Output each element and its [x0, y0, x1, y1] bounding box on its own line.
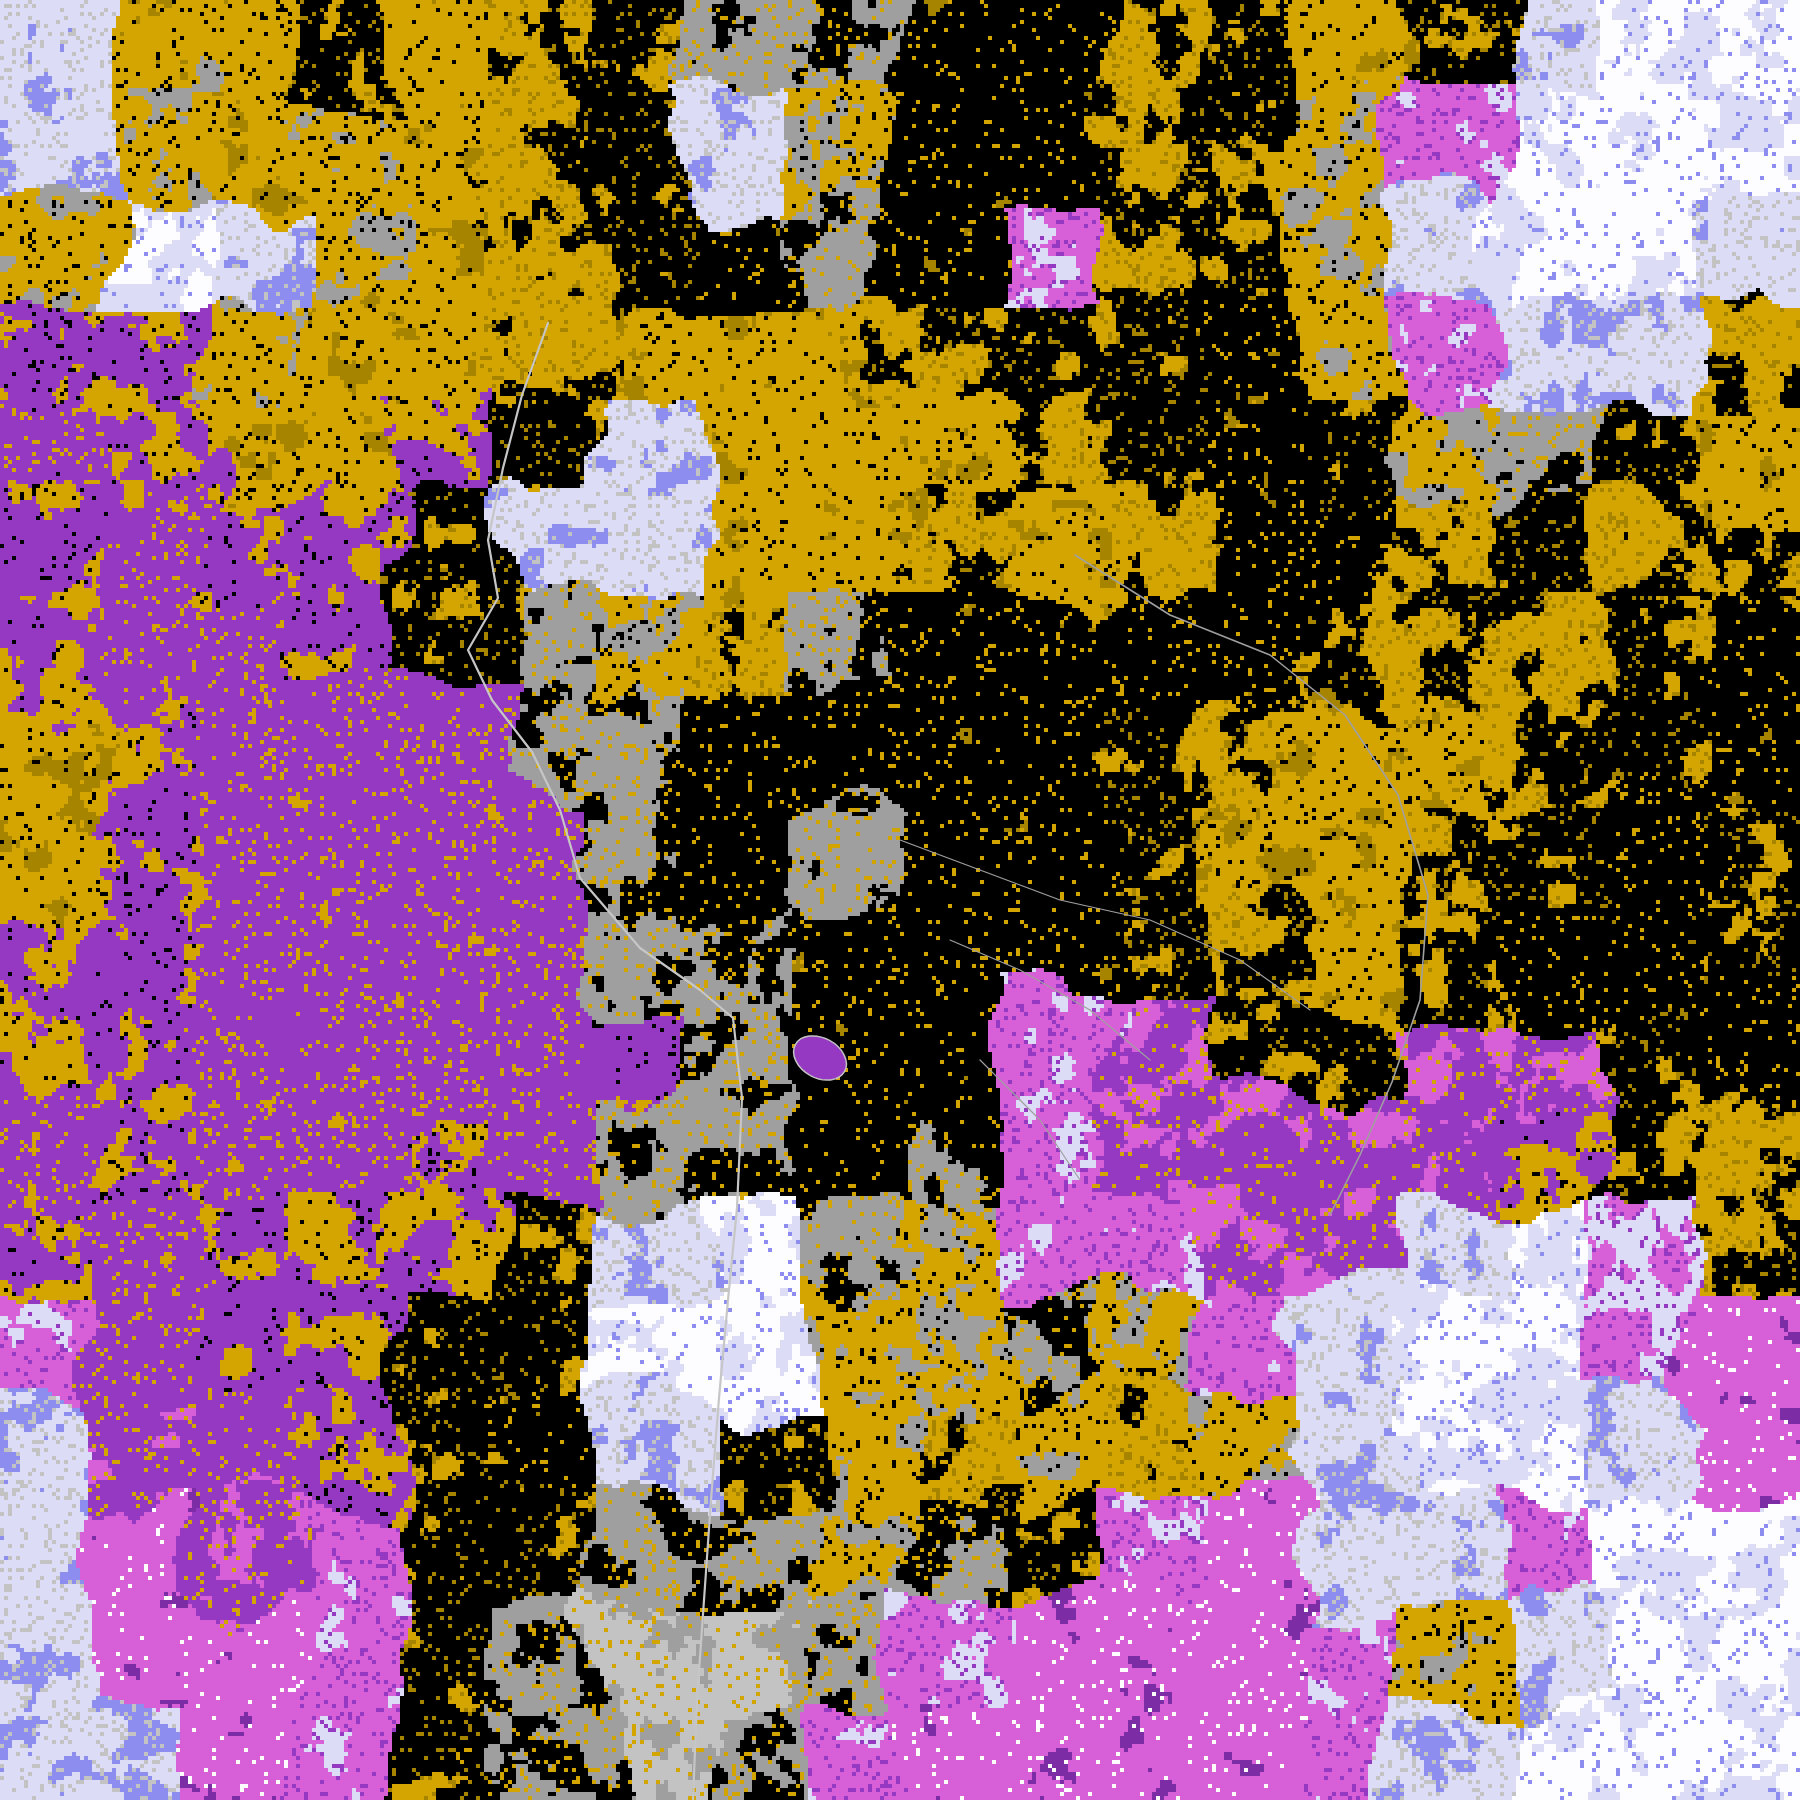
false-color-satellite-image — [0, 0, 1800, 1800]
satellite-canvas — [0, 0, 1800, 1800]
